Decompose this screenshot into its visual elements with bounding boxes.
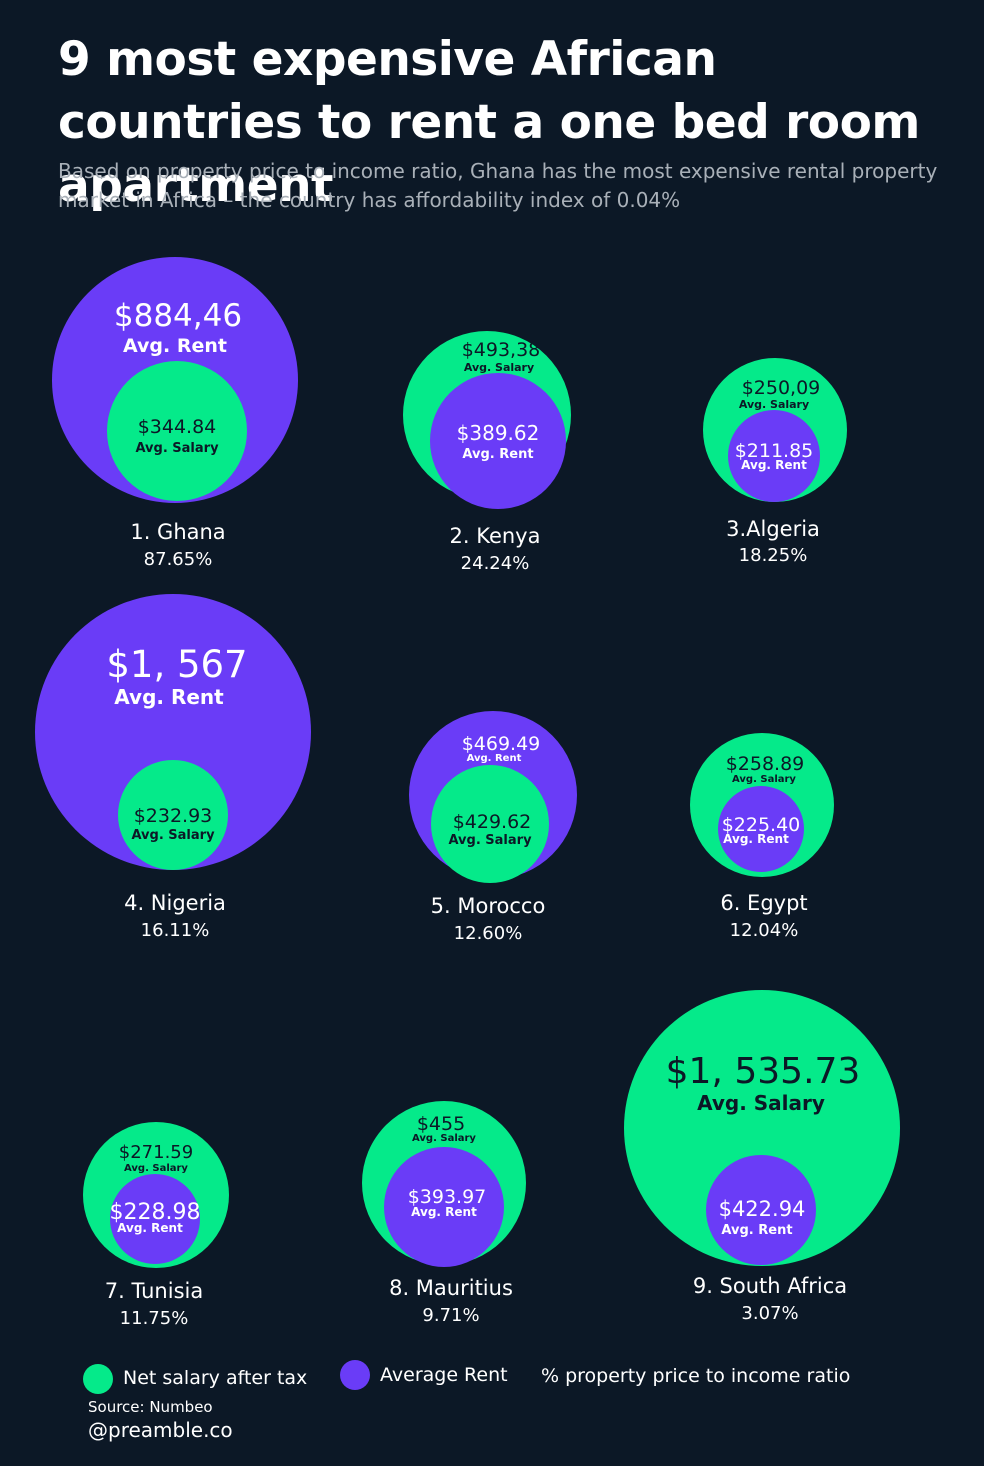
outer-kind-label: Avg. Salary [697, 1091, 825, 1115]
bubble-inner-5 [431, 765, 549, 883]
legend-rent-swatch [340, 1360, 370, 1390]
inner-kind-label: Avg. Rent [741, 458, 807, 472]
inner-kind-label: Avg. Rent [721, 1223, 792, 1238]
legend: Net salary after tax Average Rent % prop… [0, 1360, 984, 1400]
bubble-inner-1 [107, 361, 247, 501]
inner-value-label: $429.62 [453, 811, 532, 833]
ratio-percent-label: 16.11% [141, 920, 210, 941]
page-subtitle: Based on property price to income ratio,… [58, 159, 938, 212]
outer-kind-label: Avg. Salary [739, 398, 809, 411]
bubble-inner-3 [728, 410, 820, 502]
legend-ratio-label: % property price to income ratio [541, 1365, 851, 1387]
outer-value-label: $250,09 [742, 377, 821, 399]
outer-kind-label: Avg. Salary [412, 1133, 476, 1144]
outer-kind-label: Avg. Rent [123, 335, 227, 357]
outer-value-label: $469.49 [462, 733, 541, 755]
page-title: 9 most expensive African countries to re… [58, 32, 920, 213]
bubble-inner-4 [118, 760, 228, 870]
country-label: 1. Ghana [130, 520, 225, 544]
inner-kind-label: Avg. Salary [448, 833, 532, 848]
inner-value-label: $344.84 [138, 416, 217, 438]
inner-value-label: $225.40 [722, 814, 801, 836]
bubble-inner-6 [718, 786, 804, 872]
outer-kind-label: Avg. Salary [732, 774, 796, 785]
outer-value-label: $258.89 [726, 753, 805, 775]
inner-kind-label: Avg. Salary [135, 441, 219, 456]
country-label: 5. Morocco [431, 894, 546, 918]
inner-kind-label: Avg. Rent [117, 1221, 183, 1235]
country-label: 6. Egypt [720, 891, 807, 915]
inner-value-label: $211.85 [735, 440, 814, 462]
country-label: 8. Mauritius [389, 1276, 513, 1300]
outer-value-label: $271.59 [119, 1142, 193, 1163]
outer-kind-label: Avg. Rent [467, 753, 522, 764]
legend-rent-label: Average Rent [380, 1364, 508, 1386]
bubble-inner-7 [110, 1174, 200, 1264]
country-label: 2. Kenya [450, 524, 541, 548]
ratio-percent-label: 11.75% [120, 1308, 189, 1329]
inner-kind-label: Avg. Rent [723, 832, 789, 846]
country-label: 4. Nigeria [124, 891, 226, 915]
outer-value-label: $1, 567 [106, 643, 247, 686]
outer-kind-label: Avg. Rent [114, 685, 224, 709]
country-label: 3.Algeria [726, 517, 820, 541]
inner-value-label: $228.98 [110, 1200, 201, 1225]
ratio-percent-label: 9.71% [422, 1305, 479, 1326]
legend-salary-swatch [83, 1364, 113, 1394]
ratio-percent-label: 87.65% [144, 549, 213, 570]
source-note: Source: Numbeo [88, 1398, 213, 1416]
country-label: 9. South Africa [693, 1274, 847, 1298]
ratio-percent-label: 12.04% [730, 920, 799, 941]
inner-kind-label: Avg. Salary [131, 828, 215, 843]
ratio-percent-label: 24.24% [461, 553, 530, 574]
bubble-inner-9 [706, 1155, 816, 1265]
outer-kind-label: Avg. Salary [124, 1163, 188, 1174]
inner-value-label: $422.94 [719, 1197, 806, 1221]
inner-value-label: $232.93 [134, 805, 213, 827]
ratio-percent-label: 3.07% [741, 1303, 798, 1324]
inner-value-label: $393.97 [408, 1186, 487, 1208]
inner-kind-label: Avg. Rent [411, 1205, 477, 1219]
outer-value-label: $455 [417, 1113, 465, 1135]
bubble-outer-4 [35, 594, 311, 870]
inner-value-label: $389.62 [457, 421, 540, 445]
country-label: 7. Tunisia [105, 1279, 203, 1303]
outer-value-label: $493,38 [462, 339, 541, 361]
outer-value-label: $884,46 [114, 298, 242, 334]
bubble-inner-2 [430, 373, 566, 509]
outer-value-label: $1, 535.73 [666, 1051, 861, 1092]
ratio-percent-label: 18.25% [739, 545, 808, 566]
legend-salary-label: Net salary after tax [123, 1367, 308, 1389]
ratio-percent-label: 12.60% [454, 923, 523, 944]
author-handle: @preamble.co [88, 1418, 233, 1442]
outer-kind-label: Avg. Salary [464, 361, 534, 374]
inner-kind-label: Avg. Rent [462, 447, 533, 462]
bubble-outer-9 [624, 990, 900, 1266]
bubble-inner-8 [384, 1147, 504, 1267]
